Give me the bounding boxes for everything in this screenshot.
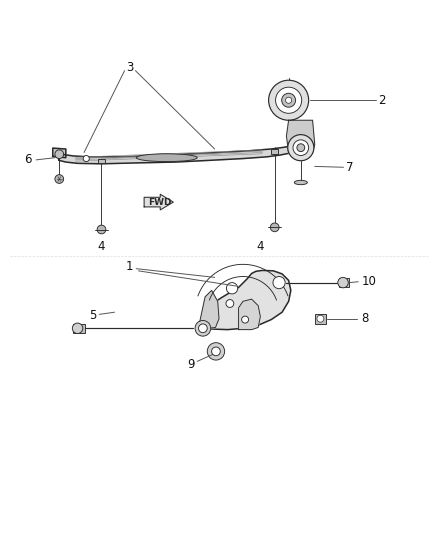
Circle shape [97,225,106,234]
Bar [271,149,278,154]
Polygon shape [144,194,173,210]
Circle shape [55,175,64,183]
Circle shape [83,156,89,161]
Circle shape [226,282,238,294]
FancyBboxPatch shape [339,278,349,287]
Text: 10: 10 [362,275,377,288]
Text: 4: 4 [257,240,264,253]
Text: FWD: FWD [148,198,172,207]
Polygon shape [197,270,291,329]
Text: 7: 7 [346,161,353,174]
Circle shape [195,320,211,336]
Text: 4: 4 [98,240,105,253]
Circle shape [293,140,309,156]
Text: 9: 9 [187,358,194,371]
Circle shape [288,135,314,161]
Circle shape [282,93,296,107]
Text: 1: 1 [126,260,134,273]
Circle shape [317,315,324,322]
Circle shape [270,223,279,232]
Circle shape [212,347,220,356]
Circle shape [55,150,64,158]
Polygon shape [58,140,304,164]
Ellipse shape [294,180,307,184]
Text: 2: 2 [378,94,386,107]
Circle shape [268,80,309,120]
Circle shape [242,316,249,323]
Text: 3: 3 [126,61,134,74]
Circle shape [72,323,83,334]
Bar [98,158,105,163]
Circle shape [338,277,348,288]
Polygon shape [198,290,219,328]
Text: 6: 6 [25,154,32,166]
Text: 8: 8 [361,312,368,325]
Circle shape [198,324,207,333]
Circle shape [276,87,302,114]
Circle shape [297,144,305,151]
FancyBboxPatch shape [315,314,326,324]
Polygon shape [286,120,315,154]
Ellipse shape [136,154,197,161]
Polygon shape [53,148,66,158]
Circle shape [207,343,225,360]
Circle shape [273,277,285,289]
Text: 5: 5 [89,309,96,322]
Circle shape [226,300,234,308]
Polygon shape [239,299,260,329]
Circle shape [286,97,292,103]
FancyBboxPatch shape [73,324,85,333]
